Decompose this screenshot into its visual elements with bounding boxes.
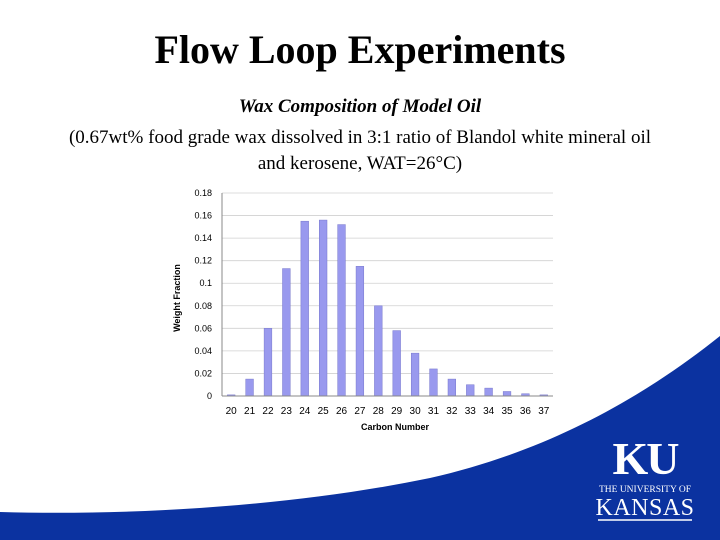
bar-c22 — [263, 328, 273, 397]
x-tick-label: 28 — [373, 406, 385, 417]
x-tick-label: 23 — [281, 406, 293, 417]
x-tick-label: 26 — [336, 406, 348, 417]
bar-c34 — [484, 387, 493, 397]
bar-c23 — [282, 268, 291, 397]
x-tick-label: 30 — [410, 406, 422, 417]
x-tick-label: 34 — [483, 406, 495, 417]
bar-c25 — [319, 219, 328, 397]
y-axis-label: Weight Fraction — [172, 264, 182, 332]
x-tick-label: 32 — [446, 406, 458, 417]
ku-logo: KU THE UNIVERSITY OF KANSAS — [595, 433, 694, 521]
bar-c31 — [429, 368, 438, 397]
university-line: THE UNIVERSITY OF — [599, 485, 691, 495]
y-tick-label: 0.08 — [194, 301, 212, 311]
bars — [227, 219, 548, 397]
x-tick-label: 33 — [465, 406, 477, 417]
bar-c24 — [300, 220, 309, 397]
y-tick-label: 0.02 — [194, 368, 212, 378]
axis-ticks: 0 0.02 0.04 0.06 0.08 0.1 0.12 0.14 0.16 0.18 20 21… — [194, 188, 549, 417]
y-tick-label: 0.12 — [194, 256, 212, 266]
bar-c35 — [502, 391, 512, 397]
x-tick-label: 24 — [299, 406, 311, 417]
bar-c29 — [392, 330, 401, 397]
x-tick-label: 35 — [501, 406, 513, 417]
bar-c26 — [337, 224, 346, 397]
y-tick-label: 0.1 — [199, 278, 212, 288]
kansas-wordmark: KANSAS — [595, 495, 694, 521]
x-tick-label: 29 — [391, 406, 403, 417]
bar-c27 — [355, 266, 365, 397]
y-tick-label: 0 — [207, 391, 212, 401]
grid-lines — [222, 192, 553, 374]
chart-subtitle: Wax Composition of Model Oil — [238, 96, 482, 117]
x-tick-label: 37 — [538, 406, 550, 417]
y-tick-label: 0.18 — [194, 188, 212, 198]
y-tick-label: 0.16 — [194, 211, 212, 221]
x-tick-label: 21 — [244, 406, 256, 417]
bar-c32 — [447, 378, 456, 397]
wax-composition-chart: 0 0.02 0.04 0.06 0.08 0.1 0.12 0.14 0.16 0.18 20 21… — [172, 188, 553, 432]
y-tick-label: 0.14 — [194, 233, 212, 243]
slide-title: Flow Loop Experiments — [154, 27, 566, 72]
swoosh-shape — [0, 336, 720, 540]
x-tick-label: 22 — [262, 406, 274, 417]
y-tick-label: 0.04 — [194, 346, 212, 356]
x-axis-label: Carbon Number — [361, 422, 430, 432]
bar-c28 — [374, 305, 383, 397]
x-tick-label: 36 — [520, 406, 532, 417]
ku-monogram: KU — [613, 433, 680, 484]
experiment-caption: (0.67wt% food grade wax dissolved in 3:1… — [68, 127, 652, 174]
bar-c21 — [245, 378, 254, 397]
x-tick-label: 31 — [428, 406, 440, 417]
x-tick-label: 27 — [354, 406, 366, 417]
x-tick-label: 25 — [318, 406, 330, 417]
y-tick-label: 0.06 — [194, 323, 212, 333]
bar-c30 — [410, 352, 420, 397]
bar-c33 — [466, 384, 475, 397]
x-tick-label: 20 — [226, 406, 238, 417]
